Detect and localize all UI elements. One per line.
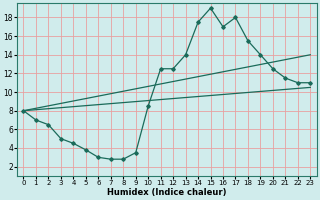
- X-axis label: Humidex (Indice chaleur): Humidex (Indice chaleur): [107, 188, 227, 197]
